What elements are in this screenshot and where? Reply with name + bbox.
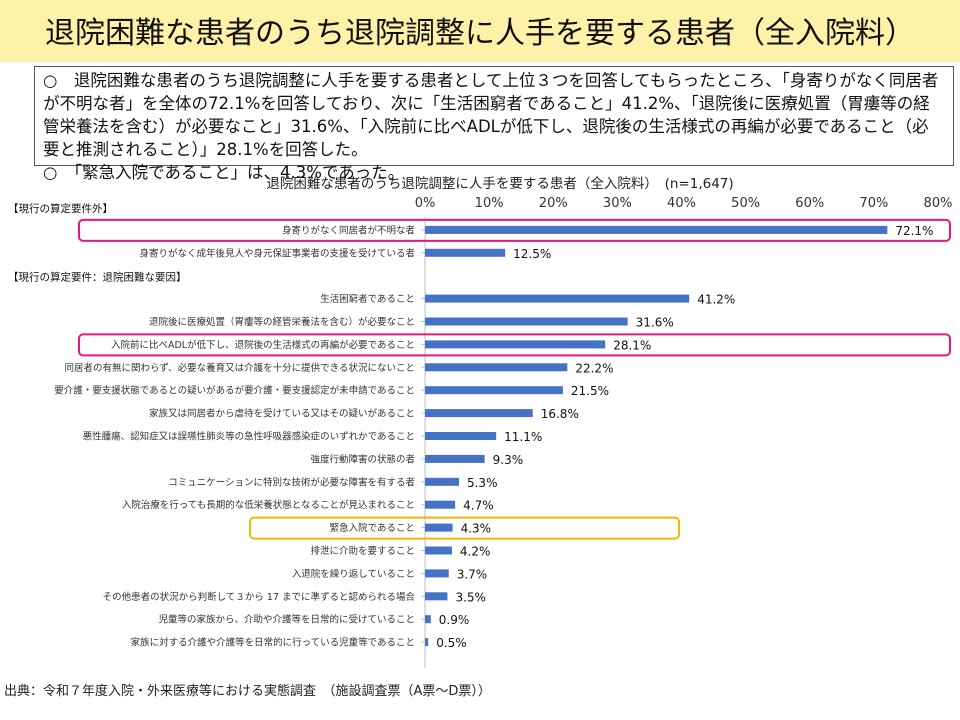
summary-box: ○ 退院困難な患者のうち退院調整に人手を要する患者として上位３つを回答してもらっ… <box>34 66 954 182</box>
data-label: 31.6% <box>636 316 674 330</box>
data-label: 3.7% <box>457 567 488 581</box>
data-label: 4.2% <box>460 545 491 559</box>
data-label: 22.2% <box>575 361 613 375</box>
x-tick-label: 10% <box>475 196 504 211</box>
bar <box>425 225 888 234</box>
bar <box>425 248 506 257</box>
data-label: 0.9% <box>439 613 470 627</box>
bar <box>425 569 449 578</box>
category-label: 排泄に介助を要すること <box>310 545 415 557</box>
bar <box>425 409 533 418</box>
category-label: 悪性腫瘍、認知症又は誤嚥性肺炎等の急性呼吸器感染症のいずれかであること <box>83 431 415 443</box>
category-label: 入退院を繰り返していること <box>292 568 415 580</box>
highlight-frame <box>78 333 951 357</box>
summary-line-2: ○ 「緊急入院であること」は、4.3%であった。 <box>43 163 405 182</box>
category-label: 身寄りがなく同居者が不明な者 <box>282 224 415 236</box>
bar <box>425 363 568 372</box>
data-label: 16.8% <box>541 407 579 421</box>
group-label: 【現行の算定要件外】 <box>8 202 113 215</box>
bar <box>425 294 690 303</box>
data-label: 3.5% <box>455 590 486 604</box>
data-label: 4.3% <box>461 522 492 536</box>
category-label: 要介護・要支援状態であるとの疑いがあるが要介護・要支援認定が未申請であること <box>54 385 415 397</box>
data-label: 4.7% <box>463 499 494 513</box>
bar <box>425 523 453 532</box>
x-tick-label: 0% <box>415 196 436 211</box>
category-label: 児童等の家族から、介助や介護等を日常的に受けていること <box>158 614 415 626</box>
bar <box>425 317 628 326</box>
data-label: 9.3% <box>493 453 523 467</box>
category-label: 同居者の有無に関わらず、必要な養育又は介護を十分に提供できる状況にないこと <box>65 362 415 374</box>
x-tick-label: 70% <box>859 196 888 211</box>
title-bar <box>0 0 960 62</box>
bar <box>425 615 431 624</box>
category-label: 身寄りがなく成年後見人や身元保証事業者の支援を受けている者 <box>139 247 415 259</box>
category-label: 生活困窮者であること <box>320 293 415 305</box>
data-label: 72.1% <box>895 224 933 238</box>
x-tick-label: 40% <box>667 196 696 211</box>
x-tick-label: 30% <box>603 196 632 211</box>
category-label: 入院前に比べADLが低下し、退院後の生活様式の再編が必要であること <box>111 339 415 351</box>
data-label: 5.3% <box>467 476 498 490</box>
data-label: 12.5% <box>513 247 551 261</box>
source-note: 出典：令和７年度入院・外来医療等における実態調査 （施設調査票（A票～D票）） <box>4 684 491 699</box>
bar <box>425 340 606 349</box>
category-label: 家族に対する介護や介護等を日常的に行っている児童等であること <box>131 637 415 649</box>
category-label: 退院後に医療処置（胃瘻等の経管栄養法を含む）が必要なこと <box>149 316 415 328</box>
category-label: 緊急入院であること <box>330 522 415 534</box>
bar-chart: 0% 10% 20% 30% 40% 50% 60% 70% 80% 【現行の算定要件外】身寄りが… <box>8 196 953 668</box>
bar <box>425 500 456 509</box>
bar <box>425 477 459 486</box>
data-label: 28.1% <box>613 338 651 352</box>
category-label: 入院治療を行っても長期的な低栄養状態となることが見込まれること <box>122 499 415 511</box>
bar <box>425 454 485 463</box>
summary-line-1: ○ 退院困難な患者のうち退院調整に人手を要する患者として上位３つを回答してもらっ… <box>43 71 939 159</box>
category-label: 強度行動障害の状態の者 <box>310 453 415 465</box>
x-tick-label: 50% <box>731 196 760 211</box>
x-tick-label: 20% <box>539 196 568 211</box>
category-label: コミュニケーションに特別な技術が必要な障害を有する者 <box>168 476 415 488</box>
x-tick-label: 60% <box>795 196 824 211</box>
category-label: 家族又は同居者から虐待を受けている又はその疑いがあること <box>149 408 415 420</box>
data-label: 11.1% <box>504 430 542 444</box>
chart-title: 退院困難な患者のうち退院調整に人手を要する患者（全入院料） (n=1,647) <box>266 176 734 192</box>
data-label: 0.5% <box>436 636 467 650</box>
category-label: その他患者の状況から判断して３から 17 までに準ずると認められる場合 <box>103 591 416 603</box>
highlight-frame <box>249 516 680 540</box>
bar <box>425 638 429 647</box>
bar <box>425 432 497 440</box>
data-label: 21.5% <box>571 384 609 398</box>
bar <box>425 546 452 555</box>
x-tick-label: 80% <box>924 196 953 211</box>
data-label: 41.2% <box>697 293 735 307</box>
group-label: 【現行の算定要件：退院困難な要因】 <box>8 271 187 284</box>
bar <box>425 386 563 395</box>
page-title: 退院困難な患者のうち退院調整に人手を要する患者（全入院料） <box>45 16 915 51</box>
highlight-frame <box>78 218 951 242</box>
bar <box>425 592 448 601</box>
